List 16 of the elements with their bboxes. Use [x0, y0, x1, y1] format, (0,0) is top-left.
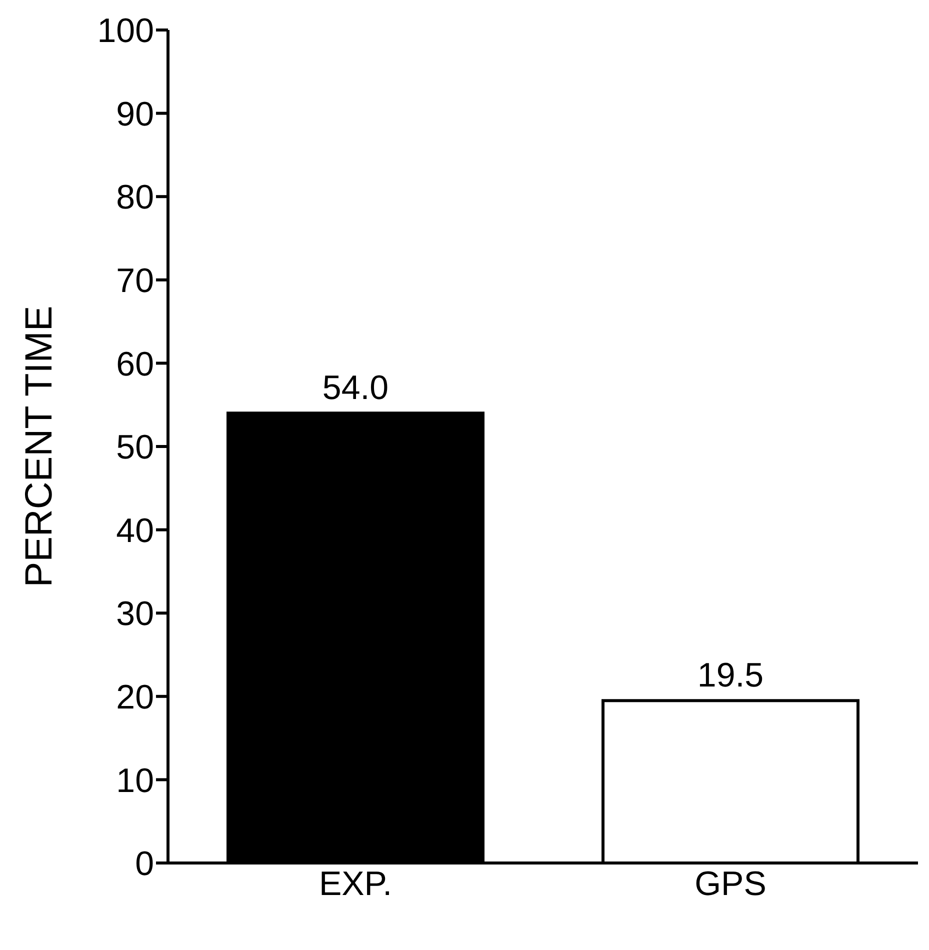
data-label: 19.5: [697, 656, 764, 695]
x-tick-label: EXP.: [318, 865, 392, 904]
y-tick-label: 40: [116, 512, 154, 550]
y-tick-label: 60: [116, 345, 154, 384]
y-tick-label: 80: [116, 178, 154, 217]
x-tick-label: GPS: [694, 865, 766, 904]
y-axis-title: PERCENT TIME: [18, 306, 60, 588]
y-tick-label: 50: [116, 428, 154, 467]
y-tick-label: 20: [116, 678, 154, 716]
data-label: 54.0: [322, 369, 389, 408]
y-tick-label: 90: [116, 95, 154, 134]
y-tick-label: 100: [97, 12, 154, 50]
y-tick-label: 0: [135, 845, 154, 884]
y-tick-label: 10: [116, 762, 154, 800]
y-tick-label: 70: [116, 262, 154, 300]
y-tick-label: 30: [116, 595, 154, 634]
